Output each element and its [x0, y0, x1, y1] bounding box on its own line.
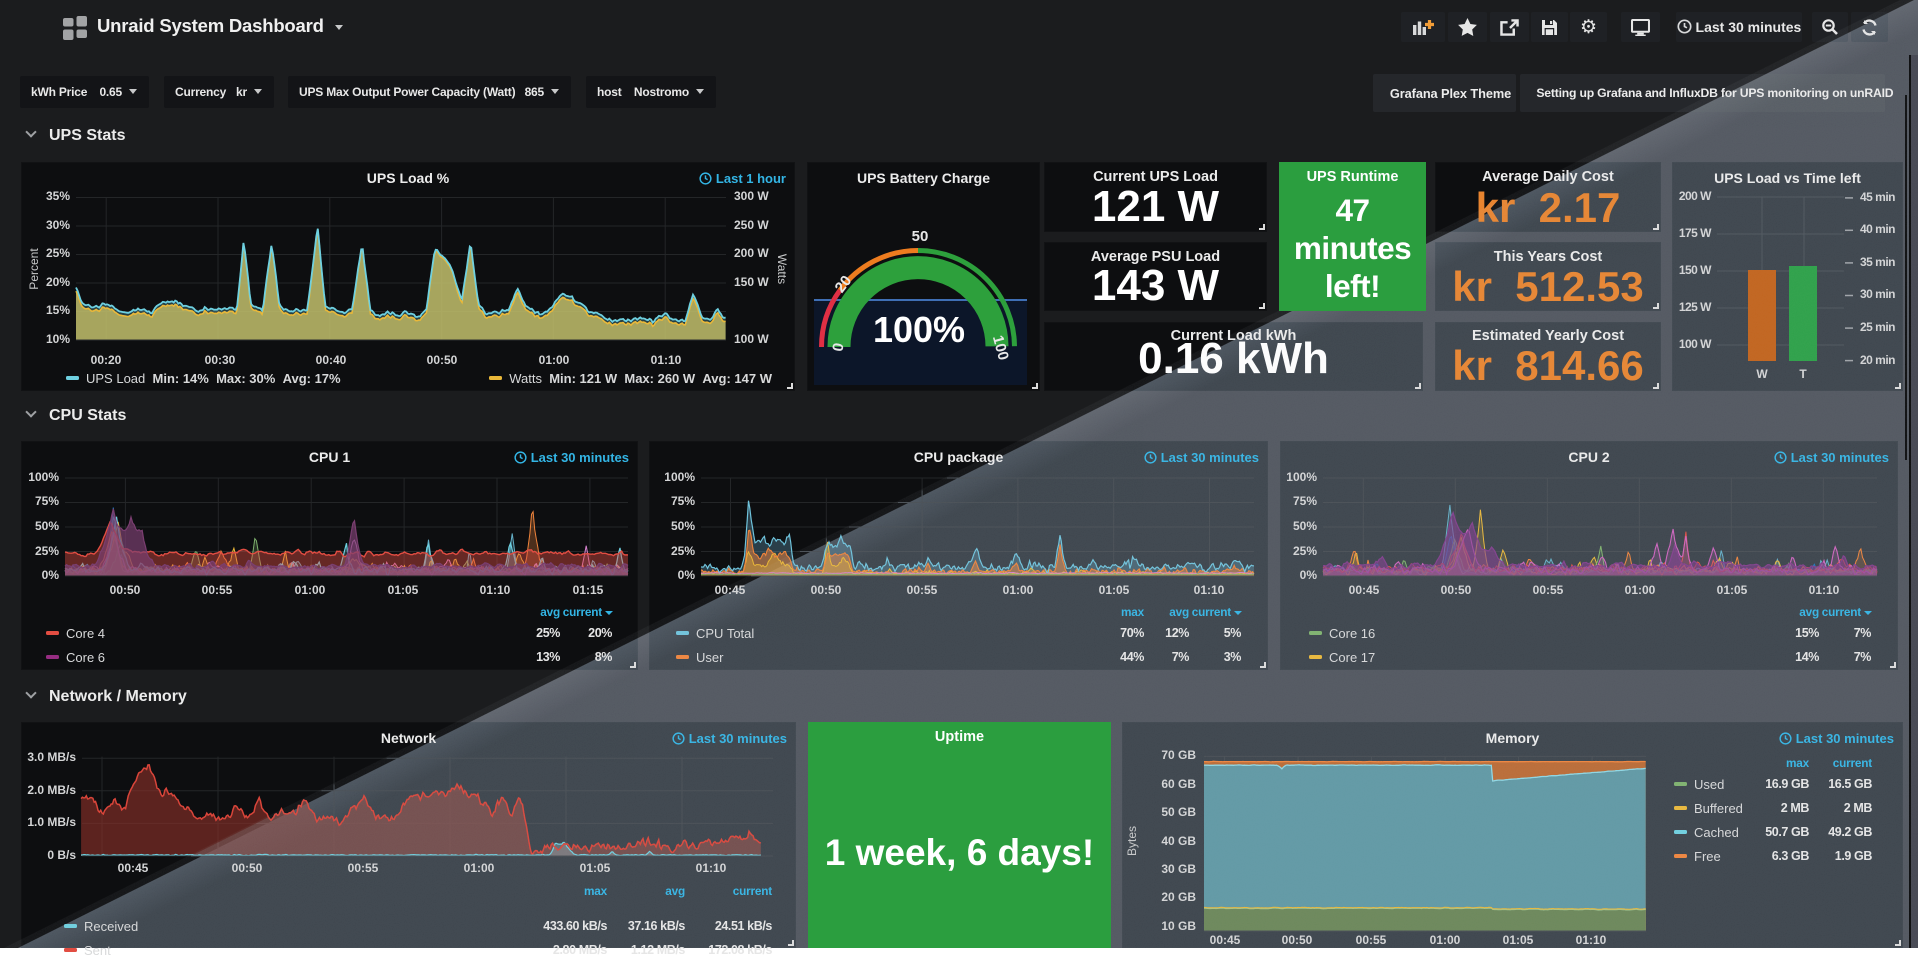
svg-text:100%: 100% [873, 309, 965, 350]
svg-text:50: 50 [912, 228, 929, 245]
